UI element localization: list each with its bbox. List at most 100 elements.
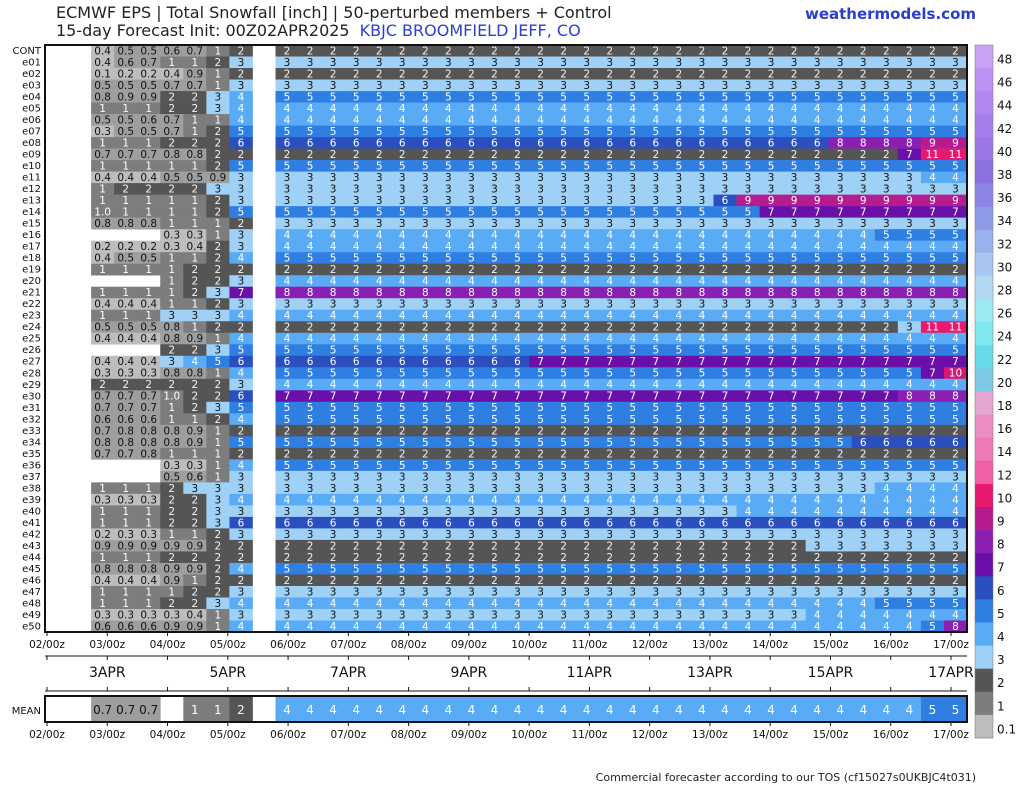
heat-cell	[943, 229, 968, 241]
cell-value: 0.5	[140, 322, 157, 334]
heat-cell	[114, 102, 138, 115]
cell-value: 3	[376, 299, 383, 311]
heat-cell	[91, 447, 115, 460]
cell-value: 5	[330, 368, 337, 380]
cell-value: 8	[952, 391, 959, 403]
cell-value: 9	[929, 195, 936, 207]
cell-value: 5	[399, 437, 406, 449]
cell-value: 0.4	[117, 356, 134, 368]
heat-cell	[782, 367, 807, 380]
cell-value: 2	[353, 575, 360, 587]
heat-cell	[759, 459, 783, 472]
heat-cell	[713, 91, 737, 103]
cell-value: 5	[307, 345, 314, 357]
heat-cell	[436, 493, 461, 506]
cell-value: 5	[745, 91, 752, 103]
heat-cell	[459, 102, 484, 115]
brand-link[interactable]: weathermodels.com	[804, 5, 976, 23]
time-tick-label: 17/00z	[933, 639, 969, 651]
heat-cell	[298, 401, 322, 414]
cell-value: 3	[676, 483, 683, 495]
heat-cell	[275, 286, 299, 299]
heat-cell	[344, 459, 369, 472]
cell-value: 0.8	[94, 437, 111, 449]
heat-cell	[436, 160, 461, 172]
cell-value: 2	[215, 540, 222, 552]
cell-value: 3	[215, 287, 222, 299]
heat-cell	[851, 56, 876, 69]
heat-cell	[920, 298, 945, 311]
heat-cell	[920, 137, 945, 149]
heat-cell	[667, 137, 691, 149]
heat-cell	[690, 390, 714, 403]
cell-value: 1	[122, 195, 129, 207]
heat-cell	[229, 459, 253, 472]
heat-cell	[459, 505, 484, 518]
heat-cell	[759, 183, 783, 195]
heat-cell	[344, 401, 369, 414]
cell-value: 7	[537, 391, 544, 403]
cell-value: 5	[929, 230, 936, 242]
heat-cell	[736, 275, 760, 288]
heat-cell	[736, 286, 760, 299]
cell-value: 3	[191, 483, 198, 495]
heat-cell	[920, 367, 945, 380]
heat-cell	[91, 102, 115, 115]
cell-value: 0.6	[94, 414, 111, 426]
cell-value: 3	[768, 483, 775, 495]
cell-value: 5	[652, 414, 659, 426]
cell-value: 1	[122, 310, 129, 322]
heat-cell	[851, 436, 876, 449]
heat-cell	[759, 424, 783, 437]
cell-value: 3	[952, 471, 959, 483]
heat-cell	[897, 424, 922, 437]
heat-cell	[598, 470, 622, 483]
cell-value: 2	[583, 322, 590, 334]
cell-value: 0.5	[117, 80, 134, 92]
cell-value: 6	[906, 437, 913, 449]
cell-value: 3	[284, 529, 291, 541]
heat-cell	[690, 482, 714, 495]
heat-cell	[897, 332, 922, 345]
heat-cell	[206, 183, 230, 195]
cell-value: 5	[952, 460, 959, 472]
cell-value: 3	[652, 471, 659, 483]
heat-cell	[920, 436, 945, 449]
cell-value: 0.2	[140, 241, 157, 253]
cell-value: 2	[330, 575, 337, 587]
cell-value: 0.4	[94, 45, 111, 57]
cell-value: 3	[606, 529, 613, 541]
cell-value: 5	[699, 345, 706, 357]
cell-value: 5	[399, 207, 406, 219]
cell-value: 3	[952, 299, 959, 311]
heat-cell	[183, 321, 207, 334]
heat-cell	[874, 378, 899, 391]
heat-cell	[529, 91, 553, 103]
heat-cell	[690, 493, 714, 506]
cell-value: 3	[768, 80, 775, 92]
cell-value: 4	[652, 114, 659, 126]
heat-cell	[690, 505, 714, 518]
cell-value: 3	[906, 586, 913, 598]
cell-value: 2	[883, 425, 890, 437]
heat-cell	[436, 194, 461, 207]
cell-value: 2	[376, 264, 383, 276]
mean-time-tick-label: 17/00z	[933, 729, 969, 741]
cell-value: 6	[583, 138, 590, 150]
heat-cell	[598, 171, 622, 184]
cell-value: 5	[906, 345, 913, 357]
cell-value: 2	[399, 552, 406, 564]
cell-value: 0.7	[163, 114, 180, 126]
cell-value: 4	[929, 172, 936, 184]
heat-cell	[206, 401, 230, 414]
cell-value: 3	[353, 218, 360, 230]
cell-value: 2	[676, 322, 683, 334]
cell-value: 1	[122, 586, 129, 598]
heat-cell	[690, 125, 714, 138]
cell-value: 3	[929, 80, 936, 92]
cell-value: 1	[191, 195, 198, 207]
heat-cell	[920, 470, 945, 483]
member-label: e40	[22, 506, 41, 517]
heat-cell	[229, 137, 253, 149]
heat-cell	[621, 470, 645, 483]
